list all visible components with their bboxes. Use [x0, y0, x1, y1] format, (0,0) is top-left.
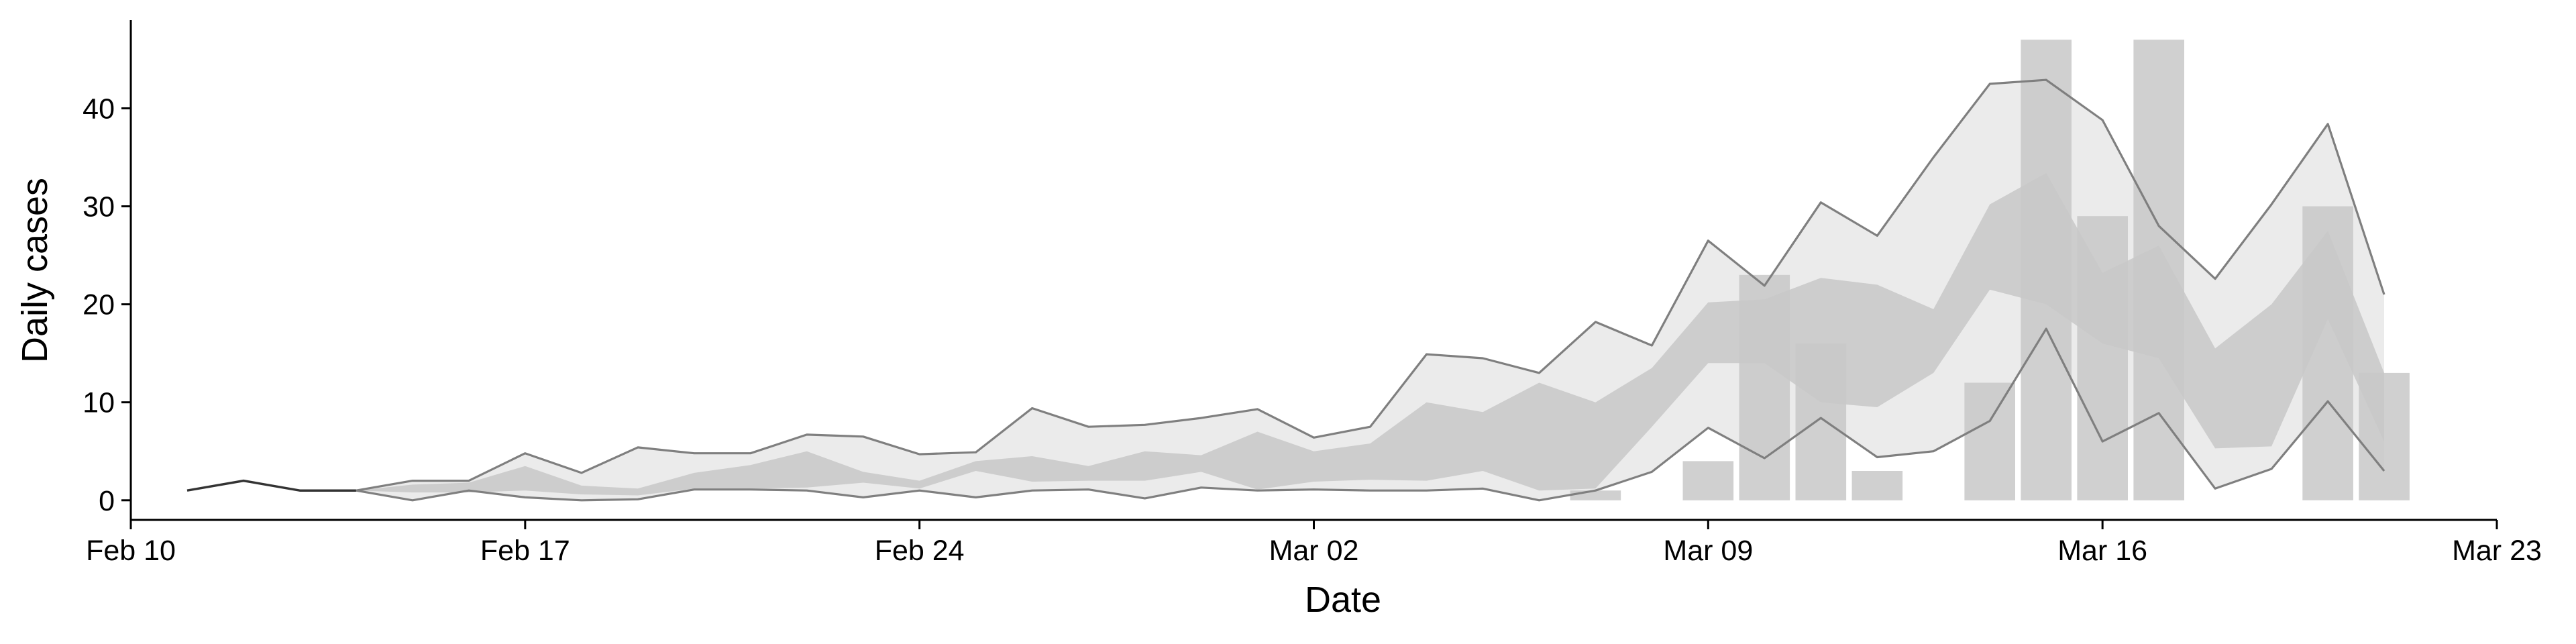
observed-bar-2020-03-12: [1851, 471, 1903, 500]
y-tick-label-30: 30: [83, 191, 115, 223]
observed-bar-2020-03-17: [2133, 40, 2184, 500]
observed-bar-2020-03-10: [1739, 274, 1790, 500]
x-tick-label-2020-03-16: Mar 16: [2057, 535, 2147, 567]
observed-bar-2020-03-16: [2077, 216, 2128, 500]
observed-bar-2020-03-11: [1795, 343, 1847, 500]
x-tick-label-2020-03-23: Mar 23: [2452, 535, 2542, 567]
observed-bar-2020-03-07: [1570, 490, 1621, 500]
lower-bound-line: [356, 327, 2385, 502]
observed-bar-2020-03-20: [2302, 206, 2353, 500]
observed-bar-2020-03-09: [1682, 461, 1734, 500]
observed-bar-2020-03-14: [1964, 382, 2015, 500]
upper-bound-line: [356, 78, 2385, 492]
observed-bar-2020-03-15: [2021, 40, 2072, 500]
early-cases-line: [186, 479, 356, 492]
y-axis-title: Daily cases: [15, 178, 55, 363]
y-tick-label-0: 0: [99, 485, 115, 517]
y-tick-label-10: 10: [83, 387, 115, 419]
x-tick-label-2020-03-09: Mar 09: [1663, 535, 1753, 567]
x-axis-title: Date: [1305, 580, 1381, 620]
y-tick-label-20: 20: [83, 289, 115, 321]
axes: Feb 10 Feb 17 Feb 24 Mar 02 Mar 09 Mar 16 Mar …: [83, 20, 2542, 567]
x-tick-label-2020-02-24: Feb 24: [875, 535, 965, 567]
y-tick-label-40: 40: [83, 93, 115, 125]
observed-bar-2020-03-21: [2359, 372, 2410, 500]
plot-area: [186, 40, 2410, 502]
x-tick-label-2020-03-02: Mar 02: [1269, 535, 1359, 567]
x-tick-label-2020-02-10: Feb 10: [86, 535, 176, 567]
x-tick-label-2020-02-17: Feb 17: [480, 535, 570, 567]
